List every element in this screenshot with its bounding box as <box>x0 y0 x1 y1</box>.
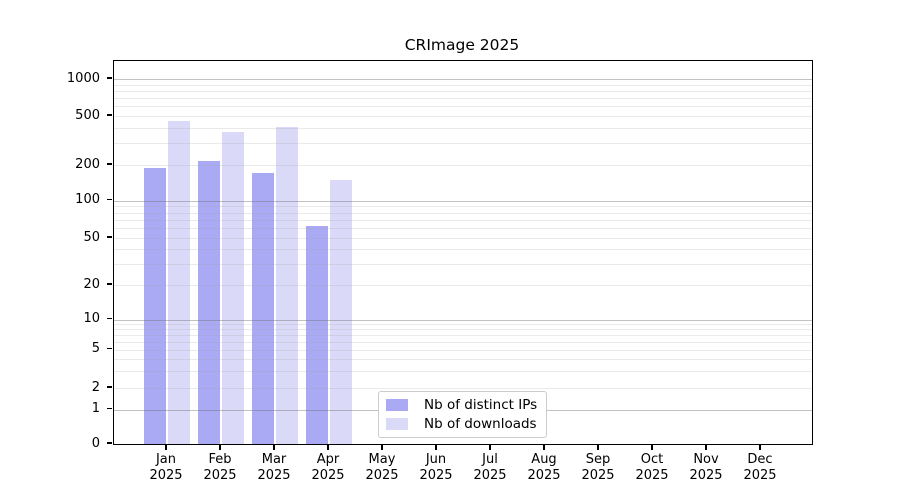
month-year: 2025 <box>581 467 615 483</box>
month-name: Feb <box>208 452 232 467</box>
legend-row-distinct-ips: Nb of distinct IPs <box>386 397 540 413</box>
bar-distinct-ips-jan <box>144 167 166 444</box>
plot-area <box>113 60 813 445</box>
x-tick-mark <box>327 444 329 450</box>
y-tick-mark <box>106 77 112 79</box>
month-year: 2025 <box>419 467 453 483</box>
x-tick-label-may: May 2025 <box>352 452 412 483</box>
y-tick-label: 100 <box>75 192 100 207</box>
y-tick-mark <box>106 114 112 116</box>
month-name: Oct <box>640 452 664 467</box>
x-tick-label-oct: Oct 2025 <box>622 452 682 483</box>
x-tick-label-jul: Jul 2025 <box>460 452 520 483</box>
bar-downloads-jan <box>168 120 190 444</box>
y-tick-mark <box>106 283 112 285</box>
month-year: 2025 <box>203 467 237 483</box>
y-tick-label: 10 <box>83 311 100 326</box>
month-year: 2025 <box>149 467 183 483</box>
y-tick-label: 200 <box>75 156 100 172</box>
legend-label-distinct-ips: Nb of distinct IPs <box>424 397 538 413</box>
x-tick-label-jan: Jan 2025 <box>136 452 196 483</box>
bar-downloads-feb <box>222 132 244 444</box>
x-tick-mark <box>381 444 383 450</box>
month-year: 2025 <box>689 467 723 483</box>
x-tick-mark <box>489 444 491 450</box>
y-tick-label: 5 <box>91 341 100 356</box>
y-tick-mark <box>106 317 112 320</box>
x-tick-label-feb: Feb 2025 <box>190 452 250 483</box>
x-tick-mark <box>705 444 707 450</box>
legend-label-downloads: Nb of downloads <box>424 416 537 432</box>
x-tick-label-apr: Apr 2025 <box>298 452 358 483</box>
y-tick-mark <box>106 442 112 444</box>
y-tick-label: 1000 <box>66 70 100 86</box>
legend: Nb of distinct IPs Nb of downloads <box>378 391 547 438</box>
month-name: Aug <box>531 452 557 467</box>
x-tick-label-mar: Mar 2025 <box>244 452 304 483</box>
bars-layer <box>114 61 812 444</box>
distinct-ips-swatch <box>386 399 408 411</box>
month-name: Apr <box>316 452 340 467</box>
month-year: 2025 <box>743 467 777 483</box>
bar-downloads-apr <box>330 179 352 444</box>
month-name: Dec <box>747 452 773 467</box>
month-year: 2025 <box>527 467 561 483</box>
bar-distinct-ips-mar <box>252 172 274 444</box>
bar-distinct-ips-apr <box>306 226 328 444</box>
legend-row-downloads: Nb of downloads <box>386 416 540 432</box>
x-tick-label-dec: Dec 2025 <box>730 452 790 483</box>
chart-title: CRImage 2025 <box>404 36 520 54</box>
x-tick-label-jun: Jun 2025 <box>406 452 466 483</box>
month-name: Jan <box>155 452 177 467</box>
x-tick-label-nov: Nov 2025 <box>676 452 736 483</box>
y-tick-mark <box>106 347 112 350</box>
y-tick-label: 0 <box>91 435 100 451</box>
month-name: Nov <box>693 452 719 467</box>
month-name: Mar <box>261 452 287 467</box>
x-tick-mark <box>597 444 599 450</box>
y-tick-label: 1 <box>91 401 100 416</box>
bar-distinct-ips-feb <box>198 161 220 444</box>
month-year: 2025 <box>311 467 345 483</box>
x-tick-mark <box>219 444 221 450</box>
y-tick-mark <box>106 198 112 201</box>
month-name: Jul <box>482 452 498 467</box>
month-year: 2025 <box>473 467 507 483</box>
y-tick-mark <box>106 407 112 410</box>
month-year: 2025 <box>635 467 669 483</box>
y-tick-label: 2 <box>91 379 100 395</box>
bar-downloads-mar <box>276 126 298 444</box>
y-tick-mark <box>106 163 112 165</box>
month-name: May <box>368 452 396 467</box>
x-tick-mark <box>543 444 545 450</box>
x-tick-label-sep: Sep 2025 <box>568 452 628 483</box>
downloads-swatch <box>386 418 408 430</box>
x-tick-mark <box>165 444 167 450</box>
x-tick-mark <box>759 444 761 450</box>
month-year: 2025 <box>365 467 399 483</box>
x-tick-label-aug: Aug 2025 <box>514 452 574 483</box>
x-tick-mark <box>435 444 437 450</box>
x-tick-mark <box>651 444 653 450</box>
month-name: Jun <box>425 452 447 467</box>
y-tick-mark <box>106 386 112 388</box>
y-tick-label: 20 <box>83 276 100 292</box>
y-tick-mark <box>106 236 112 238</box>
month-year: 2025 <box>257 467 291 483</box>
x-tick-mark <box>273 444 275 450</box>
y-tick-label: 500 <box>75 107 100 123</box>
y-tick-label: 50 <box>83 229 100 245</box>
month-name: Sep <box>585 452 611 467</box>
